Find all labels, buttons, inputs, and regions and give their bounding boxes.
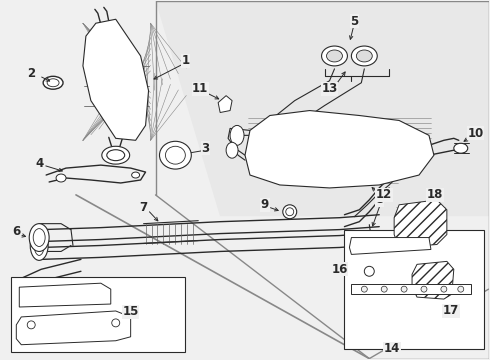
Text: 16: 16 [331, 263, 347, 276]
Ellipse shape [34, 235, 44, 255]
Polygon shape [155, 1, 489, 215]
Text: 12: 12 [376, 188, 392, 201]
Bar [344, 230, 484, 349]
Text: 13: 13 [321, 82, 338, 95]
Text: 15: 15 [122, 306, 139, 319]
Text: 4: 4 [35, 157, 43, 170]
Ellipse shape [326, 50, 343, 62]
Polygon shape [394, 200, 447, 247]
Ellipse shape [43, 76, 63, 89]
Ellipse shape [37, 317, 49, 333]
Ellipse shape [226, 142, 238, 158]
Ellipse shape [421, 286, 427, 292]
Polygon shape [16, 311, 131, 345]
Ellipse shape [102, 146, 130, 164]
Bar [351, 284, 471, 294]
Ellipse shape [47, 79, 59, 87]
Text: 14: 14 [384, 342, 400, 355]
Text: 2: 2 [27, 67, 35, 80]
Text: 18: 18 [427, 188, 443, 201]
Ellipse shape [30, 231, 48, 260]
Ellipse shape [381, 286, 387, 292]
Ellipse shape [112, 319, 120, 327]
Polygon shape [83, 19, 148, 140]
Ellipse shape [286, 208, 294, 216]
Ellipse shape [361, 286, 368, 292]
Text: 17: 17 [442, 305, 459, 318]
Text: 3: 3 [201, 142, 209, 155]
Polygon shape [19, 283, 111, 307]
Ellipse shape [458, 286, 464, 292]
Ellipse shape [107, 150, 124, 161]
Ellipse shape [56, 174, 66, 182]
Polygon shape [245, 111, 434, 188]
Ellipse shape [454, 143, 468, 153]
Text: 11: 11 [192, 82, 208, 95]
Ellipse shape [365, 266, 374, 276]
Ellipse shape [356, 50, 372, 62]
Text: 6: 6 [12, 225, 21, 238]
Text: 7: 7 [140, 201, 147, 214]
Ellipse shape [321, 46, 347, 66]
Ellipse shape [159, 141, 191, 169]
Text: 8: 8 [375, 193, 383, 206]
Text: 5: 5 [350, 15, 359, 28]
Text: 9: 9 [261, 198, 269, 211]
Ellipse shape [27, 321, 35, 329]
Ellipse shape [132, 172, 140, 178]
Ellipse shape [33, 229, 45, 247]
Ellipse shape [166, 146, 185, 164]
Ellipse shape [401, 286, 407, 292]
Ellipse shape [351, 46, 377, 66]
Polygon shape [412, 261, 454, 299]
Ellipse shape [441, 286, 447, 292]
Text: 10: 10 [467, 127, 484, 140]
Bar [11, 277, 185, 352]
Polygon shape [349, 238, 431, 255]
Ellipse shape [29, 224, 49, 251]
Ellipse shape [283, 205, 297, 219]
Ellipse shape [230, 125, 244, 145]
Text: 1: 1 [181, 54, 190, 67]
Polygon shape [218, 96, 232, 113]
